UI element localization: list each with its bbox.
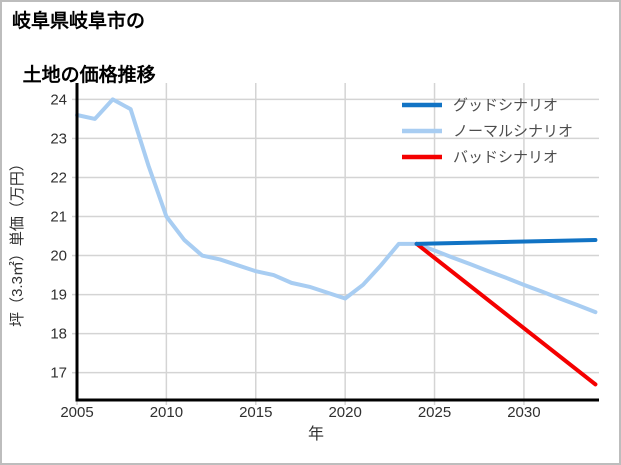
series-line-ノーマルシナリオ: [75, 97, 598, 315]
x-tick-label: 2020: [328, 404, 361, 421]
x-tick-label: 2025: [418, 404, 451, 421]
y-axis-label: 坪（3.3㎡）単価（万円）: [9, 156, 26, 327]
legend-label-バッドシナリオ: バッドシナリオ: [453, 149, 558, 166]
y-tick-label: 18: [50, 326, 67, 343]
chart-title-line1: 岐阜県岐阜市の: [12, 11, 146, 32]
legend-label-ノーマルシナリオ: ノーマルシナリオ: [453, 123, 573, 140]
series-line-バッドシナリオ: [414, 241, 598, 387]
x-axis-label: 年: [308, 425, 324, 443]
chart-title-line2: 土地の価格推移: [22, 65, 156, 86]
x-tick-label: 2010: [150, 404, 183, 421]
y-tick-label: 23: [50, 130, 67, 147]
series-line-グッドシナリオ: [414, 237, 598, 246]
y-tick-label: 21: [50, 209, 67, 226]
chart-title: 岐阜県岐阜市の 土地の価格推移: [12, 8, 156, 89]
y-tick-label: 22: [50, 169, 67, 186]
y-tick-label: 20: [50, 248, 67, 265]
legend-label-グッドシナリオ: グッドシナリオ: [453, 97, 558, 114]
x-tick-label: 2005: [60, 404, 93, 421]
x-tick-label: 2030: [507, 404, 540, 421]
y-tick-label: 24: [50, 91, 67, 108]
x-tick-label: 2015: [239, 404, 272, 421]
y-tick-label: 17: [50, 365, 67, 382]
y-tick-label: 19: [50, 287, 67, 304]
